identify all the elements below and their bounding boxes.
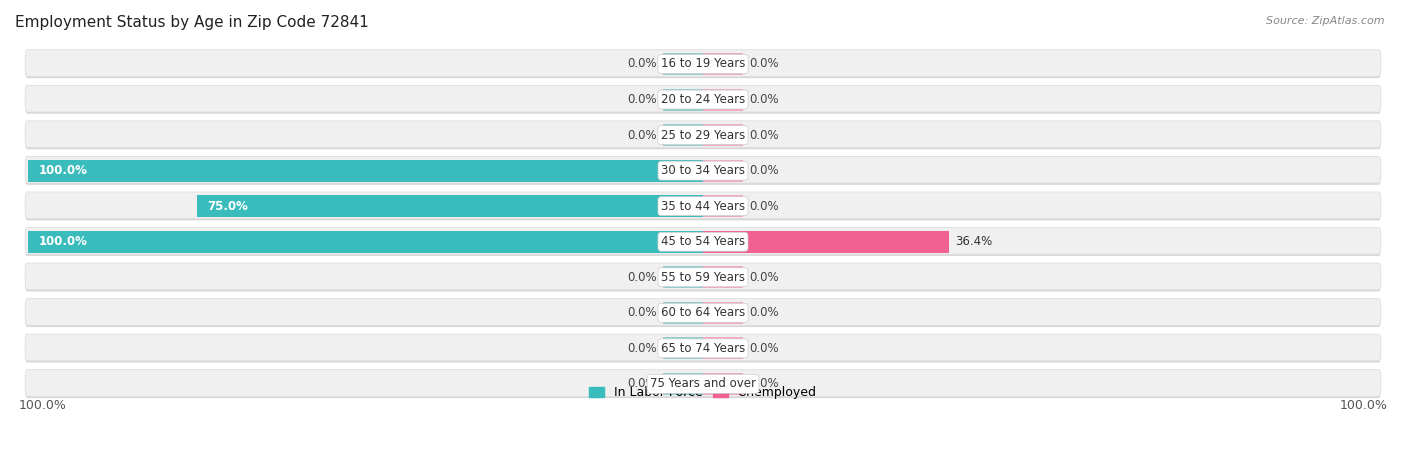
Text: 0.0%: 0.0% [627, 306, 657, 320]
Text: 100.0%: 100.0% [38, 164, 87, 177]
FancyBboxPatch shape [25, 157, 1381, 185]
Text: 36.4%: 36.4% [955, 235, 993, 248]
Legend: In Labor Force, Unemployed: In Labor Force, Unemployed [583, 382, 823, 405]
FancyBboxPatch shape [25, 121, 1381, 148]
FancyBboxPatch shape [25, 86, 1381, 114]
Text: 0.0%: 0.0% [749, 306, 779, 320]
FancyBboxPatch shape [25, 50, 1381, 76]
Bar [703, 302, 744, 324]
Text: 0.0%: 0.0% [749, 271, 779, 284]
Bar [662, 302, 703, 324]
Text: 75 Years and over: 75 Years and over [650, 378, 756, 391]
FancyBboxPatch shape [25, 50, 1381, 78]
Bar [662, 53, 703, 75]
Bar [703, 160, 744, 182]
Text: 0.0%: 0.0% [749, 164, 779, 177]
Text: 45 to 54 Years: 45 to 54 Years [661, 235, 745, 248]
Text: 30 to 34 Years: 30 to 34 Years [661, 164, 745, 177]
Text: 0.0%: 0.0% [627, 93, 657, 106]
FancyBboxPatch shape [25, 370, 1381, 396]
Text: 0.0%: 0.0% [627, 58, 657, 71]
Bar [703, 266, 744, 288]
Bar [197, 195, 703, 217]
Text: 100.0%: 100.0% [38, 235, 87, 248]
Bar [703, 338, 744, 360]
Text: 60 to 64 Years: 60 to 64 Years [661, 306, 745, 320]
Bar [28, 231, 703, 253]
FancyBboxPatch shape [25, 334, 1381, 361]
FancyBboxPatch shape [25, 228, 1381, 256]
FancyBboxPatch shape [25, 192, 1381, 220]
Text: Source: ZipAtlas.com: Source: ZipAtlas.com [1267, 16, 1385, 26]
FancyBboxPatch shape [25, 299, 1381, 325]
Bar [28, 160, 703, 182]
FancyBboxPatch shape [25, 263, 1381, 292]
Text: 0.0%: 0.0% [749, 200, 779, 213]
Text: 0.0%: 0.0% [749, 378, 779, 391]
Text: 75.0%: 75.0% [207, 200, 247, 213]
Text: 0.0%: 0.0% [627, 129, 657, 142]
Bar [703, 89, 744, 111]
Bar [703, 195, 744, 217]
Text: 0.0%: 0.0% [627, 271, 657, 284]
Text: 0.0%: 0.0% [749, 58, 779, 71]
Bar [662, 266, 703, 288]
FancyBboxPatch shape [25, 192, 1381, 219]
Bar [703, 53, 744, 75]
Bar [662, 89, 703, 111]
Text: 0.0%: 0.0% [749, 93, 779, 106]
Text: 0.0%: 0.0% [749, 129, 779, 142]
FancyBboxPatch shape [25, 228, 1381, 254]
Bar [662, 338, 703, 360]
Bar [662, 373, 703, 395]
Text: 0.0%: 0.0% [627, 378, 657, 391]
FancyBboxPatch shape [25, 121, 1381, 149]
Bar [662, 124, 703, 146]
Text: 100.0%: 100.0% [1340, 400, 1388, 413]
Text: 55 to 59 Years: 55 to 59 Years [661, 271, 745, 284]
Text: 65 to 74 Years: 65 to 74 Years [661, 342, 745, 355]
Bar [703, 373, 744, 395]
Text: 100.0%: 100.0% [18, 400, 66, 413]
Text: 25 to 29 Years: 25 to 29 Years [661, 129, 745, 142]
Text: Employment Status by Age in Zip Code 72841: Employment Status by Age in Zip Code 728… [15, 15, 368, 30]
Text: 35 to 44 Years: 35 to 44 Years [661, 200, 745, 213]
Bar [703, 124, 744, 146]
Text: 0.0%: 0.0% [749, 342, 779, 355]
FancyBboxPatch shape [25, 299, 1381, 327]
FancyBboxPatch shape [25, 157, 1381, 183]
FancyBboxPatch shape [25, 370, 1381, 398]
Bar [703, 231, 949, 253]
Text: 20 to 24 Years: 20 to 24 Years [661, 93, 745, 106]
FancyBboxPatch shape [25, 263, 1381, 290]
Text: 0.0%: 0.0% [627, 342, 657, 355]
FancyBboxPatch shape [25, 334, 1381, 363]
FancyBboxPatch shape [25, 86, 1381, 112]
Text: 16 to 19 Years: 16 to 19 Years [661, 58, 745, 71]
